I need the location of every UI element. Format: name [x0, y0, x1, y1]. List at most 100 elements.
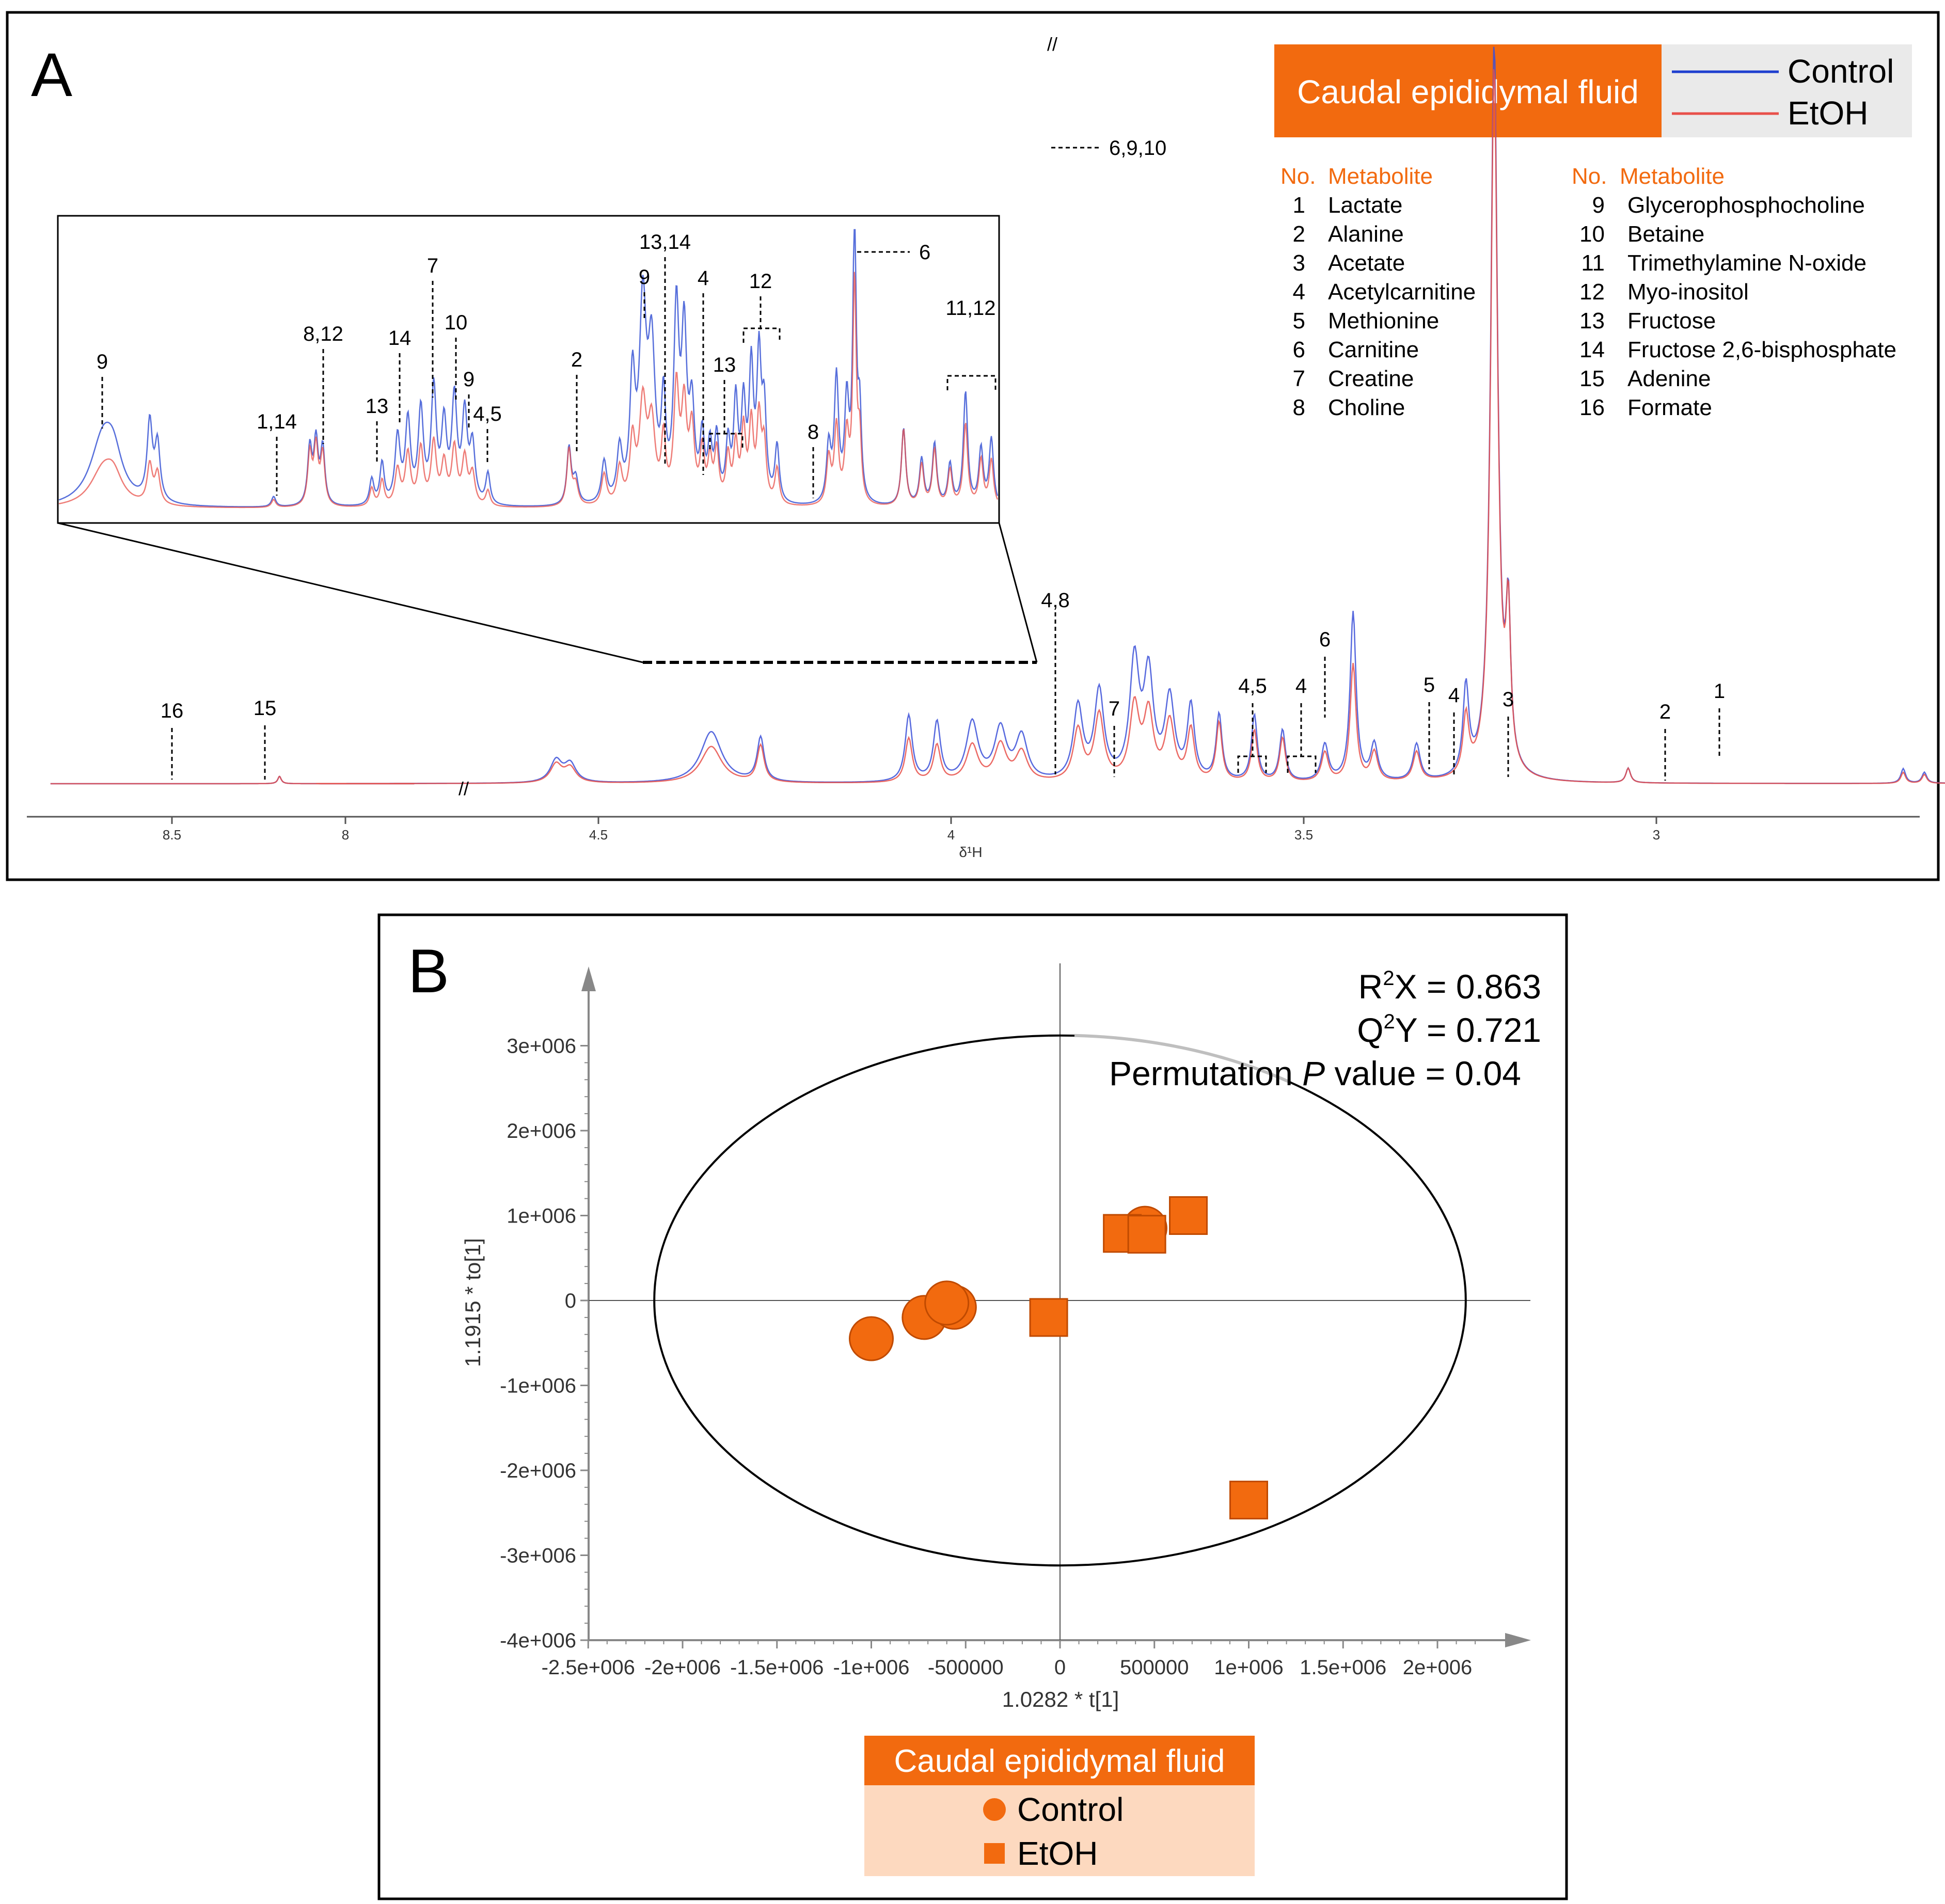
metabolite-name: Adenine [1627, 366, 1711, 391]
spectrum-tick-label: 4 [947, 827, 955, 843]
metabolite-name: Fructose 2,6-bisphosphate [1627, 337, 1896, 362]
peak-bracket [1237, 755, 1267, 773]
peak-label: 4,8 [1041, 589, 1070, 612]
y-tick-label: -1e+006 [500, 1375, 576, 1398]
inset-peak-label: 11,12 [945, 297, 995, 320]
metabolite-name: Trimethylamine N-oxide [1627, 250, 1867, 276]
peak-label: 7 [1109, 697, 1120, 720]
panel-b-legend-items-box [864, 1785, 1255, 1876]
permutation-stat: Permutation P value = 0.04 [1109, 1054, 1521, 1092]
metabolite-no: 11 [1581, 250, 1605, 276]
panel-b-legend-control: Control [1017, 1791, 1124, 1828]
x-tick-label: -2.5e+006 [542, 1656, 635, 1679]
x-tick-label: 2e+006 [1403, 1656, 1473, 1679]
inset-peak-label: 4 [698, 267, 709, 290]
peak-label: 4 [1295, 675, 1307, 697]
ellipse-highlight [1074, 1034, 1290, 1084]
legend-label-control: Control [1788, 53, 1894, 90]
inset-peak-label: 1,14 [257, 410, 297, 433]
metabolite-no: 12 [1579, 279, 1605, 305]
metabolite-no: 5 [1293, 308, 1305, 334]
spectrum-x-ticks: 8.584.543.532.521.51 [163, 817, 1660, 843]
spectrum-line-etoh [316, 69, 1945, 785]
y-axis-arrow [581, 966, 596, 991]
inset-peak-label: 14 [388, 327, 412, 350]
inset-peak-label: 4,5 [473, 403, 502, 425]
zoom-connector-line [57, 522, 643, 663]
metabolite-name: Creatine [1328, 366, 1414, 391]
metabolite-name: Methionine [1328, 308, 1439, 334]
legend-title: Caudal epididymal fluid [1297, 73, 1639, 110]
peak-label: 6,9,10 [1109, 137, 1166, 160]
metabolite-name: Formate [1627, 395, 1712, 420]
inset-peak-label: 9 [463, 368, 475, 391]
peak-label: 3 [1503, 688, 1514, 711]
panel-b: B 3e+006 2e+006 1e+006 0 -1e+006 -2e+006 -3e+0… [377, 913, 1568, 1900]
inset-peak-label: 13 [713, 354, 736, 376]
metabolite-no: 13 [1579, 308, 1605, 334]
y-tick-label: 1e+006 [507, 1205, 576, 1228]
metabolite-no: 9 [1592, 193, 1605, 218]
inset-peak-label: 7 [427, 255, 438, 277]
inset-peak-bracket [709, 433, 744, 449]
metabolite-name: Lactate [1328, 193, 1402, 218]
inset-peak-label: 8 [808, 421, 819, 443]
inset-line-etoh [58, 272, 999, 509]
x-axis-arrow [1505, 1633, 1531, 1647]
peak-bracket [1287, 755, 1317, 773]
metabolite-no: 10 [1579, 221, 1605, 247]
scatter-point-etoh [1229, 1481, 1268, 1520]
scatter-point-etoh [1169, 1196, 1208, 1235]
x-tick-label: 0 [1054, 1656, 1066, 1679]
scatter-y-label: 1.1915 * to[1] [461, 1238, 485, 1367]
peak-label: 4,5 [1238, 675, 1267, 697]
inset-peak-label: 9 [639, 266, 650, 289]
table-header-no-right: No. [1572, 164, 1607, 189]
legend-etoh-marker [984, 1843, 1005, 1864]
panel-a-label: A [31, 40, 72, 109]
x-tick-label: -500000 [928, 1656, 1004, 1679]
metabolite-name: Betaine [1627, 221, 1704, 247]
metabolite-no: 14 [1579, 337, 1605, 362]
inset-peak-label: 6 [919, 241, 930, 264]
inset-peak-bracket [742, 327, 781, 343]
scatter-x-label: 1.0282 * t[1] [1002, 1687, 1119, 1711]
spectrum-inset: 9 1,14 8,12 13 14 7 10 9 4,5 2 9 13,14 4 13 12 8 6 11,12 [57, 215, 1000, 524]
metabolite-no: 4 [1293, 279, 1305, 305]
table-header-no-left: No. [1280, 164, 1316, 189]
metabolite-no: 15 [1579, 366, 1605, 391]
peak-label: 5 [1424, 674, 1435, 696]
metabolite-no: 3 [1293, 250, 1305, 276]
inset-peak-label: 13,14 [639, 231, 691, 253]
axis-break-mark: // [458, 778, 469, 799]
y-tick-label: -4e+006 [500, 1629, 576, 1652]
y-tick-label: -3e+006 [500, 1545, 576, 1567]
metabolite-no: 6 [1293, 337, 1305, 362]
spectrum-tick-label: 8.5 [163, 827, 181, 843]
r2x-stat: R2X = 0.863 [1358, 967, 1541, 1006]
metabolite-no: 2 [1293, 221, 1305, 247]
y-tick-label: 3e+006 [507, 1035, 576, 1058]
metabolite-name: Acetylcarnitine [1328, 279, 1476, 305]
scatter-points [849, 1196, 1268, 1520]
inset-line-control [58, 229, 999, 507]
inset-peak-label: 10 [445, 311, 468, 334]
metabolite-name: Myo-inositol [1627, 279, 1749, 305]
metabolite-no: 16 [1579, 395, 1605, 420]
peak-label: 15 [254, 697, 277, 720]
peak-label: 16 [161, 700, 184, 722]
spectrum-tick-label: 4.5 [589, 827, 608, 843]
legend-control-marker [983, 1798, 1006, 1821]
q2y-stat: Q2Y = 0.721 [1357, 1010, 1541, 1049]
peak-label: 1 [1714, 680, 1725, 703]
metabolite-name: Glycerophosphocholine [1627, 193, 1865, 218]
inset-peak-bracket [946, 375, 997, 390]
inset-peak-label: 12 [749, 270, 772, 293]
y-tick-label: 0 [565, 1290, 576, 1312]
x-tick-label: -2e+006 [644, 1656, 721, 1679]
x-tick-label: -1e+006 [833, 1656, 910, 1679]
x-tick-label: 1e+006 [1214, 1656, 1284, 1679]
y-tick-label: 2e+006 [507, 1120, 576, 1143]
